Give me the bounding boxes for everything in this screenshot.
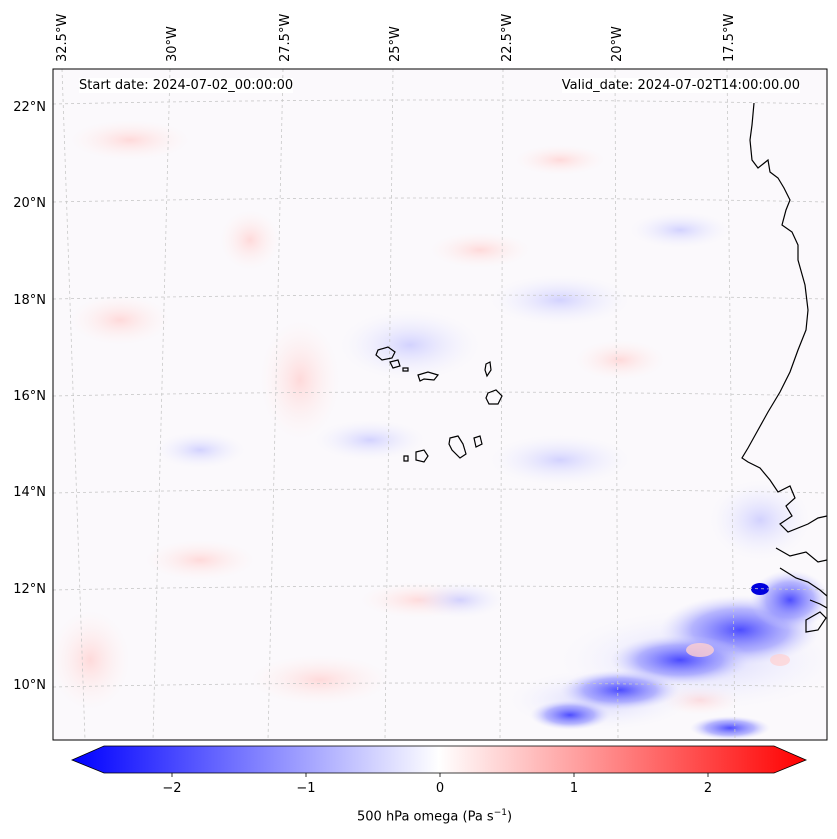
convective-band bbox=[530, 570, 827, 740]
coastlines bbox=[375, 102, 827, 633]
omega-field bbox=[53, 69, 827, 740]
lon-label: 22.5°W bbox=[500, 14, 515, 62]
guinea-bissau-coastline bbox=[779, 567, 827, 597]
island-sao-nicolau bbox=[417, 371, 440, 382]
lon-label: 17.5°W bbox=[722, 14, 737, 62]
africa-coastline bbox=[741, 102, 827, 533]
lat-label: 22°N bbox=[13, 100, 46, 115]
lat-labels: 22°N 20°N 18°N 16°N 14°N 12°N 10°N bbox=[13, 100, 46, 693]
lon-label: 32.5°W bbox=[55, 14, 70, 62]
island-santiago bbox=[448, 435, 467, 459]
colorbar-tick-label: −2 bbox=[162, 781, 181, 796]
lat-label: 12°N bbox=[13, 582, 46, 597]
colorbar-title-close: ) bbox=[506, 809, 513, 825]
lon-label: 27.5°W bbox=[278, 14, 293, 62]
lon-label: 20°W bbox=[610, 26, 625, 62]
colorbar: −2 −1 0 1 2 bbox=[70, 745, 808, 796]
colorbar-title-text: 500 hPa omega (Pa s bbox=[357, 809, 494, 825]
guinea-coastline bbox=[809, 599, 827, 609]
island-fogo bbox=[415, 449, 429, 463]
lon-label: 30°W bbox=[165, 26, 180, 62]
colorbar-tick-label: 2 bbox=[704, 781, 712, 796]
colorbar-tick-label: 1 bbox=[570, 781, 578, 796]
lat-label: 18°N bbox=[13, 293, 46, 308]
island-sal bbox=[484, 361, 492, 378]
valid-date-label: Valid_date: 2024-07-02T14:00:00.00 bbox=[561, 78, 800, 93]
gambia-coastline bbox=[775, 547, 827, 563]
island-santa-luzia bbox=[402, 367, 409, 372]
island-sao-vicente bbox=[389, 359, 401, 369]
graticule bbox=[53, 69, 827, 740]
island-boa-vista bbox=[485, 389, 503, 405]
map-frame bbox=[52, 68, 828, 741]
island-maio bbox=[473, 435, 483, 448]
lat-label: 10°N bbox=[13, 678, 46, 693]
colorbar-title-exponent: −1 bbox=[493, 808, 507, 818]
colorbar-title: 500 hPa omega (Pa s−1) bbox=[357, 808, 512, 824]
lon-labels: 32.5°W 30°W 27.5°W 25°W 22.5°W 20°W 17.5… bbox=[55, 14, 737, 62]
lon-label: 25°W bbox=[388, 26, 403, 62]
island-santo-antao bbox=[375, 346, 396, 361]
colorbar-tick-label: −1 bbox=[296, 781, 315, 796]
island-brava bbox=[403, 455, 409, 462]
lat-label: 14°N bbox=[13, 485, 46, 500]
colorbar-bar bbox=[70, 745, 808, 774]
lat-label: 20°N bbox=[13, 196, 46, 211]
lat-label: 16°N bbox=[13, 389, 46, 404]
colorbar-ticks bbox=[171, 773, 709, 777]
bijagos-islands bbox=[805, 611, 827, 633]
colorbar-tick-label: 0 bbox=[436, 781, 444, 796]
start-date-label: Start date: 2024-07-02_00:00:00 bbox=[79, 78, 294, 93]
